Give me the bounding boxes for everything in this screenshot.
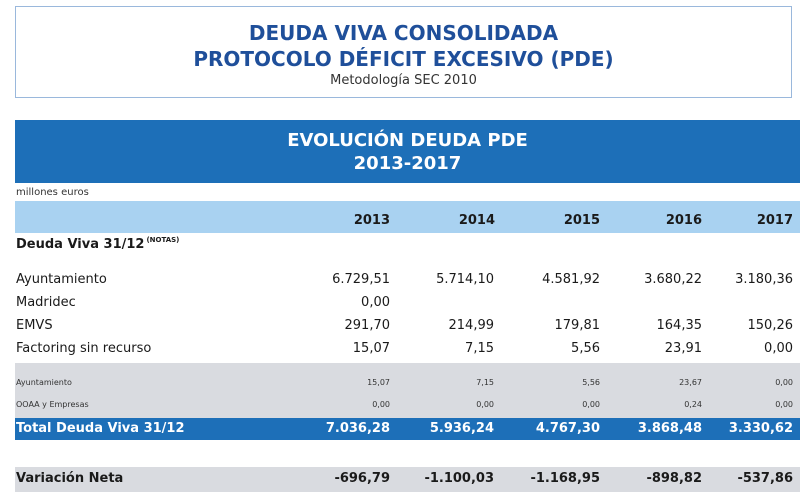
detail-band [15, 363, 800, 418]
detail-row-label: OOAA y Empresas [16, 400, 89, 409]
table-cell: 15,07 [352, 341, 390, 356]
year-header: 2017 [756, 213, 793, 228]
variation-cell: -1.168,95 [530, 471, 600, 486]
variation-cell: -696,79 [334, 471, 390, 486]
detail-row-label: Ayuntamiento [16, 378, 72, 387]
notes-link: (NOTAS) [146, 236, 180, 244]
table-cell: 5.714,10 [436, 272, 494, 287]
variation-cell: -537,86 [737, 471, 793, 486]
table-cell: 291,70 [344, 318, 391, 333]
variation-label: Variación Neta [16, 471, 124, 486]
year-header: 2014 [458, 213, 495, 228]
title-line-1: DEUDA VIVA CONSOLIDADA [248, 21, 559, 45]
units-label: millones euros [16, 187, 89, 198]
table-cell: 179,81 [554, 318, 601, 333]
title-line-2: PROTOCOLO DÉFICIT EXCESIVO (PDE) [193, 47, 614, 71]
year-header: 2013 [353, 213, 390, 228]
total-cell: 4.767,30 [535, 421, 600, 436]
table-cell: 3.680,22 [644, 272, 702, 287]
banner-title: EVOLUCIÓN DEUDA PDE [287, 130, 528, 151]
year-header: 2016 [665, 213, 702, 228]
detail-cell: 15,07 [367, 378, 390, 387]
total-cell: 7.036,28 [325, 421, 390, 436]
detail-cell: 5,56 [582, 378, 600, 387]
total-label: Total Deuda Viva 31/12 [16, 421, 185, 436]
detail-cell: 23,67 [679, 378, 702, 387]
year-header-band [15, 201, 800, 233]
table-cell: 6.729,51 [332, 272, 390, 287]
detail-cell: 0,00 [476, 400, 494, 409]
total-cell: 3.868,48 [637, 421, 702, 436]
total-cell: 3.330,62 [728, 421, 793, 436]
detail-cell: 0,00 [582, 400, 600, 409]
section-label: Deuda Viva 31/12 (NOTAS) [16, 236, 179, 252]
methodology-subtitle: Metodología SEC 2010 [330, 73, 477, 88]
detail-cell: 0,00 [775, 400, 793, 409]
table-cell: 150,26 [747, 318, 794, 333]
section-label-text: Deuda Viva 31/12 [16, 237, 145, 252]
row-label: Factoring sin recurso [16, 341, 152, 356]
table-cell: 4.581,92 [542, 272, 600, 287]
table-cell: 164,35 [656, 318, 703, 333]
total-cell: 5.936,24 [429, 421, 494, 436]
banner-period: 2013-2017 [353, 153, 462, 174]
table-cell: 3.180,36 [735, 272, 793, 287]
variation-cell: -898,82 [646, 471, 702, 486]
table-cell: 23,91 [664, 341, 702, 356]
table-cell: 5,56 [571, 341, 600, 356]
row-label: Madridec [16, 295, 76, 310]
section-banner: EVOLUCIÓN DEUDA PDE 2013-2017 [15, 120, 800, 183]
row-label: Ayuntamiento [16, 272, 107, 287]
detail-cell: 0,00 [775, 378, 793, 387]
table-cell: 7,15 [465, 341, 494, 356]
table-cell: 214,99 [448, 318, 495, 333]
detail-cell: 0,00 [372, 400, 390, 409]
variation-cell: -1.100,03 [424, 471, 494, 486]
total-row [15, 418, 800, 440]
year-header: 2015 [563, 213, 600, 228]
detail-cell: 7,15 [476, 378, 494, 387]
table-cell: 0,00 [764, 341, 793, 356]
variation-row [15, 467, 800, 492]
detail-cell: 0,24 [684, 400, 702, 409]
table-cell: 0,00 [361, 295, 390, 310]
row-label: EMVS [16, 318, 53, 333]
title-box: DEUDA VIVA CONSOLIDADA PROTOCOLO DÉFICIT… [15, 6, 792, 98]
